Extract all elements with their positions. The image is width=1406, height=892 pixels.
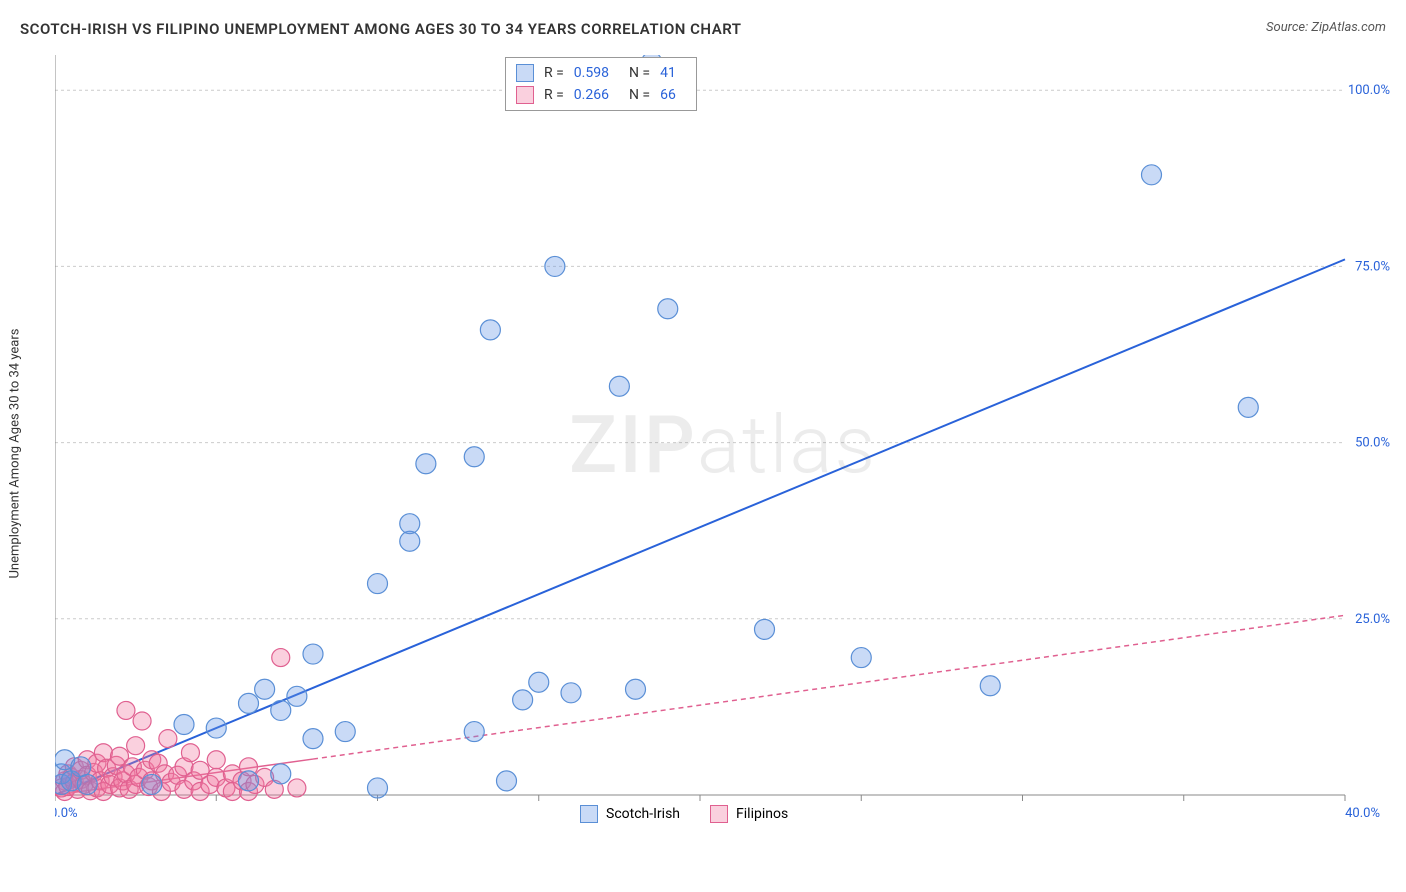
chart-title: SCOTCH-IRISH VS FILIPINO UNEMPLOYMENT AM… xyxy=(20,20,741,38)
scatter-chart: 25.0% 50.0% 75.0% 100.0% 0.0% 40.0% xyxy=(55,55,1391,835)
svg-text:0.0%: 0.0% xyxy=(55,806,78,821)
svg-text:25.0%: 25.0% xyxy=(1355,612,1390,627)
svg-text:50.0%: 50.0% xyxy=(1355,436,1390,451)
swatch-blue xyxy=(516,64,534,82)
n-value-2: 66 xyxy=(660,87,676,103)
source-label: Source: ZipAtlas.com xyxy=(1266,20,1386,35)
swatch-pink xyxy=(516,86,534,104)
legend-item: Filipinos xyxy=(710,805,788,823)
svg-text:40.0%: 40.0% xyxy=(1345,806,1380,821)
n-label: N = xyxy=(629,65,650,81)
legend-item: Scotch-Irish xyxy=(580,805,680,823)
r-label: R = xyxy=(544,65,564,81)
legend-swatch xyxy=(580,805,598,823)
r-value-2: 0.266 xyxy=(574,87,609,103)
chart-area: 25.0%50.0%75.0%100.0%0.0%40.0% ZIPatlas … xyxy=(55,55,1391,835)
svg-text:100.0%: 100.0% xyxy=(1348,83,1390,98)
stats-row-1: R = 0.598 N = 41 xyxy=(516,62,686,84)
y-axis-label: Unemployment Among Ages 30 to 34 years xyxy=(8,329,23,579)
legend-label: Filipinos xyxy=(736,806,788,822)
series-legend: Scotch-Irish Filipinos xyxy=(580,805,788,823)
r-value-1: 0.598 xyxy=(574,65,609,81)
r-label: R = xyxy=(544,87,564,103)
stats-legend: R = 0.598 N = 41 R = 0.266 N = 66 xyxy=(505,57,697,111)
n-value-1: 41 xyxy=(660,65,676,81)
legend-label: Scotch-Irish xyxy=(606,806,680,822)
svg-text:75.0%: 75.0% xyxy=(1355,259,1390,274)
stats-row-2: R = 0.266 N = 66 xyxy=(516,84,686,106)
legend-swatch xyxy=(710,805,728,823)
n-label: N = xyxy=(629,87,650,103)
